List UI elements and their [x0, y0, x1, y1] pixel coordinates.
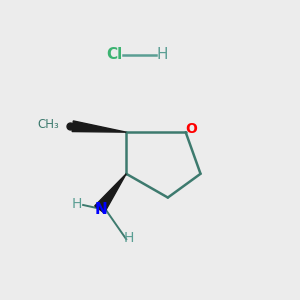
- Text: H: H: [72, 197, 83, 211]
- Polygon shape: [72, 121, 126, 132]
- Polygon shape: [95, 174, 126, 213]
- Text: O: O: [186, 122, 197, 136]
- Text: CH₃: CH₃: [38, 118, 59, 131]
- Text: N: N: [94, 202, 107, 217]
- Text: H: H: [156, 47, 168, 62]
- Text: H: H: [124, 231, 134, 245]
- Text: Cl: Cl: [106, 47, 122, 62]
